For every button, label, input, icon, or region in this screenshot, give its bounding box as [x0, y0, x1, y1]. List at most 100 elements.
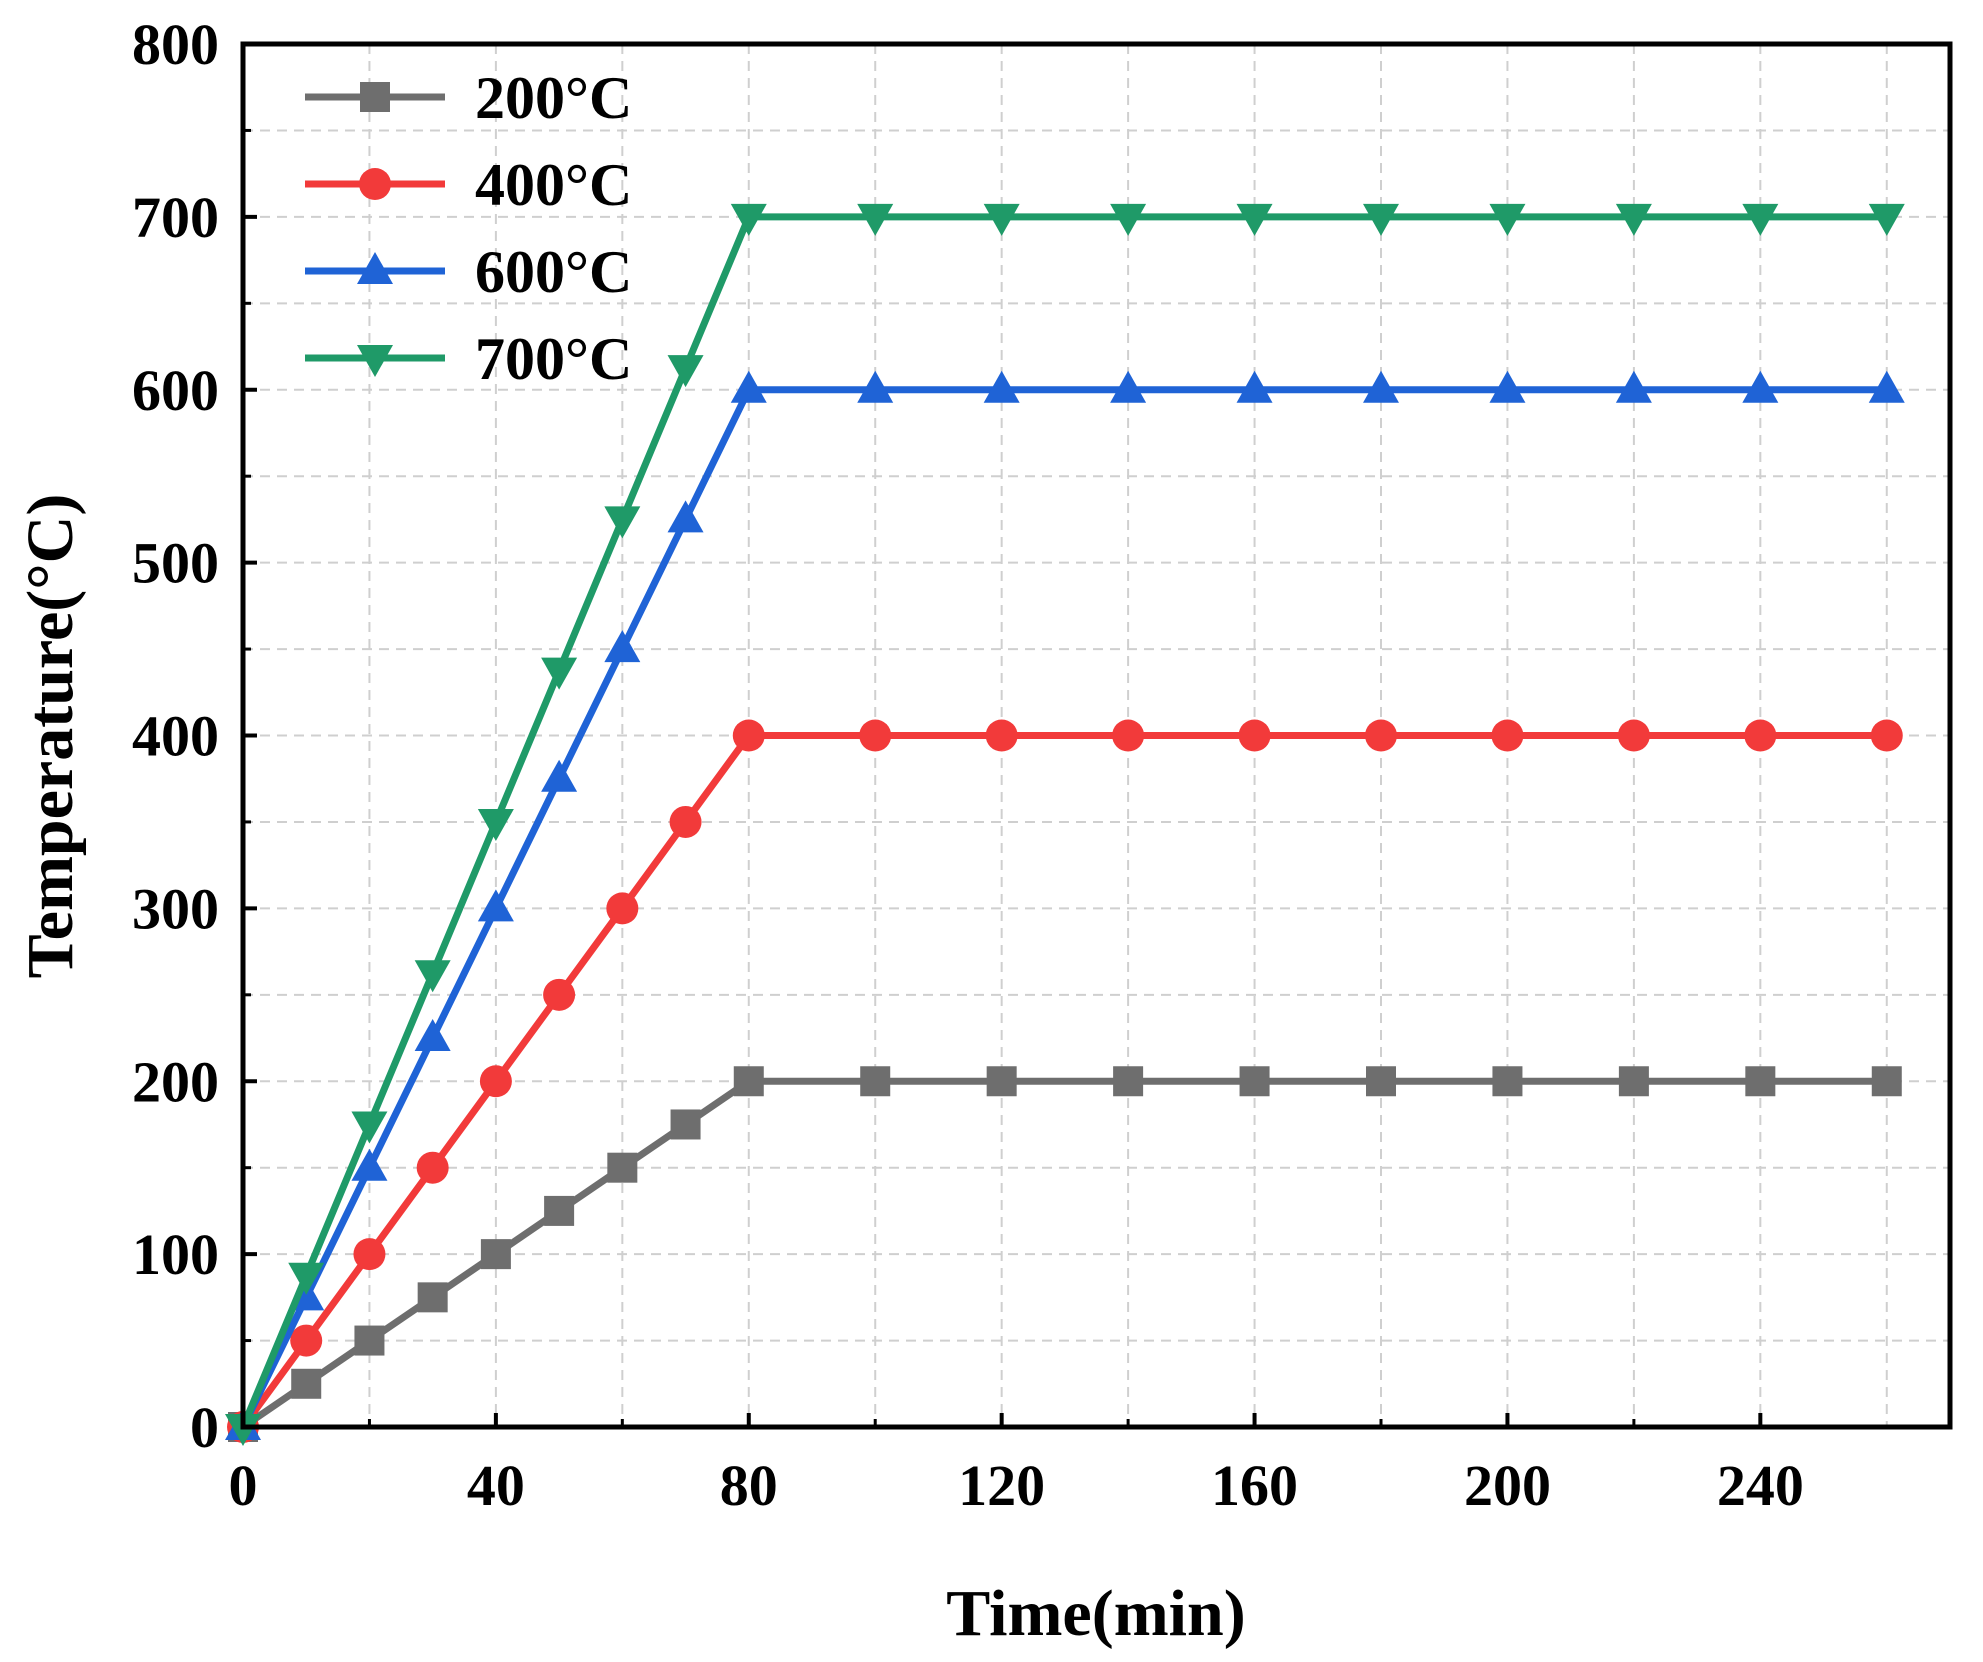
y-tick-label: 100: [132, 1222, 219, 1287]
data-point-700C: [730, 203, 767, 236]
data-point-600C: [1868, 370, 1905, 403]
y-tick-label: 700: [132, 185, 219, 250]
y-tick-label: 400: [132, 704, 219, 769]
data-point-200C: [480, 1239, 511, 1270]
legend-label: 200°C: [475, 65, 632, 131]
data-point-400C: [353, 1238, 386, 1271]
data-point-400C: [669, 805, 702, 838]
data-point-400C: [1744, 719, 1777, 752]
x-tick-label: 160: [1211, 1453, 1298, 1518]
legend-marker: [360, 82, 390, 112]
data-point-200C: [607, 1152, 638, 1183]
data-point-400C: [1238, 719, 1271, 752]
data-point-600C: [667, 500, 704, 533]
data-point-700C: [541, 657, 578, 690]
data-point-400C: [1870, 719, 1903, 752]
x-tick-label: 200: [1464, 1453, 1551, 1518]
legend-entry-400C: 400°C: [305, 152, 632, 218]
y-tick-label: 300: [132, 876, 219, 941]
data-point-700C: [1742, 203, 1779, 236]
data-point-600C: [477, 889, 514, 922]
x-tick-label: 80: [720, 1453, 778, 1518]
data-point-700C: [983, 203, 1020, 236]
legend-label: 600°C: [475, 239, 632, 305]
data-point-700C: [1489, 203, 1526, 236]
data-point-400C: [543, 978, 576, 1011]
data-point-400C: [416, 1151, 449, 1184]
data-point-600C: [351, 1148, 388, 1181]
data-point-700C: [288, 1262, 325, 1295]
data-point-200C: [291, 1368, 322, 1399]
data-point-600C: [414, 1019, 451, 1052]
data-point-200C: [1871, 1066, 1902, 1097]
data-point-200C: [986, 1066, 1017, 1097]
data-point-700C: [1236, 203, 1273, 236]
x-axis-title: Time(min): [946, 1577, 1245, 1650]
series-line-600C: [239, 386, 1887, 1429]
data-point-600C: [1236, 370, 1273, 403]
data-point-200C: [1366, 1066, 1396, 1097]
data-point-700C: [1615, 203, 1652, 236]
data-point-700C: [857, 203, 894, 236]
legend: 200°C 400°C 600°C 700°C: [305, 65, 632, 392]
data-point-400C: [1491, 719, 1524, 752]
data-point-200C: [544, 1195, 575, 1226]
data-point-400C: [290, 1324, 323, 1357]
x-tick-label: 120: [958, 1453, 1045, 1518]
data-point-700C: [1363, 203, 1399, 236]
data-point-600C: [1110, 370, 1147, 403]
data-point-600C: [1489, 370, 1526, 403]
legend-entry-200C: 200°C: [305, 65, 632, 131]
series-700C: [225, 203, 1905, 1446]
legend-marker: [357, 252, 393, 284]
y-tick-label: 500: [132, 531, 219, 596]
data-point-700C: [1868, 203, 1905, 236]
x-tick-label: 40: [467, 1453, 525, 1518]
data-point-400C: [479, 1065, 512, 1098]
series-600C: [225, 370, 1905, 1440]
legend-label: 700°C: [475, 326, 632, 392]
y-tick-label: 600: [132, 358, 219, 423]
data-point-400C: [859, 719, 892, 752]
data-point-600C: [730, 370, 767, 403]
data-point-200C: [670, 1109, 701, 1140]
data-point-600C: [604, 630, 641, 663]
y-axis-title: Temperature(°C): [14, 494, 87, 979]
data-point-600C: [1615, 370, 1652, 403]
data-point-200C: [417, 1282, 448, 1313]
y-tick-label: 200: [132, 1049, 219, 1114]
legend-label: 400°C: [475, 152, 632, 218]
data-point-700C: [414, 960, 451, 993]
legend-marker: [359, 168, 391, 200]
x-tick-label: 240: [1717, 1453, 1804, 1518]
series-line-700C: [239, 213, 1887, 1429]
data-point-200C: [1745, 1066, 1776, 1097]
x-tick-label: 0: [229, 1453, 258, 1518]
y-tick-label: 0: [190, 1395, 219, 1460]
data-point-700C: [225, 1414, 261, 1446]
data-point-600C: [541, 759, 578, 792]
data-point-200C: [354, 1325, 385, 1356]
data-point-700C: [604, 506, 641, 539]
data-point-200C: [1492, 1066, 1523, 1097]
data-point-600C: [857, 370, 894, 403]
data-point-400C: [606, 892, 639, 925]
legend-marker: [357, 345, 393, 377]
data-point-700C: [477, 808, 514, 841]
axes: 0 40 80 120 160 200 240 0 100 200 300 400 500 600 700 8…: [132, 12, 1804, 1518]
data-point-400C: [1112, 719, 1145, 752]
data-point-400C: [985, 719, 1018, 752]
series-line-400C: [240, 732, 1887, 1430]
data-point-600C: [1363, 370, 1399, 403]
data-point-700C: [1110, 203, 1147, 236]
y-tick-label: 800: [132, 12, 219, 77]
data-point-600C: [983, 370, 1020, 403]
data-point-200C: [1618, 1066, 1649, 1097]
data-point-600C: [1742, 370, 1779, 403]
data-point-200C: [860, 1066, 891, 1097]
data-point-200C: [1239, 1066, 1270, 1097]
series-400C: [227, 719, 1903, 1443]
data-point-400C: [1365, 719, 1397, 752]
data-point-200C: [733, 1066, 764, 1097]
